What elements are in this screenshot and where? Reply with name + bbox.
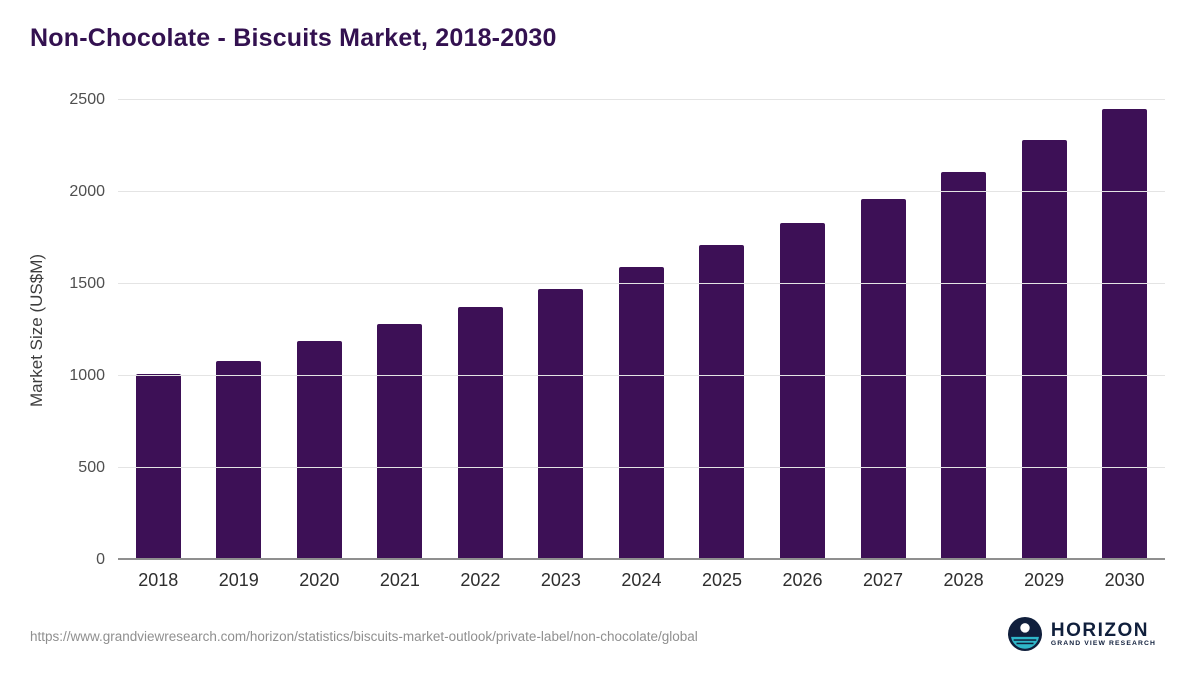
gridline [118, 467, 1165, 468]
bar-group-2024 [601, 100, 682, 560]
y-axis-tick-label: 500 [78, 459, 105, 476]
logo-subtitle: GRAND VIEW RESEARCH [1050, 640, 1156, 648]
bar-group-2022 [440, 100, 521, 560]
x-axis-line [118, 558, 1165, 560]
plot-area [118, 99, 1165, 560]
x-axis-tick-label: 2018 [138, 570, 179, 590]
y-axis-tick-label: 1500 [69, 275, 105, 292]
x-axis-tick-label: 2029 [1024, 570, 1065, 590]
y-axis-tick-label: 2000 [69, 183, 105, 200]
bar-2026[interactable] [780, 223, 826, 560]
bar-group-2021 [360, 100, 441, 560]
x-axis-tick-label: 2020 [299, 570, 340, 590]
bar-2027[interactable] [860, 199, 906, 560]
bar-2022[interactable] [457, 307, 503, 560]
bar-group-2027 [843, 100, 924, 560]
y-axis-ticks: 0 500 1000 1500 2000 2500 [0, 91, 105, 568]
bar-2025[interactable] [699, 245, 745, 560]
x-axis-tick-label: 2028 [943, 570, 984, 590]
y-axis-tick-label: 1000 [69, 367, 105, 384]
bar-series [118, 100, 1165, 560]
bar-2028[interactable] [941, 171, 987, 560]
x-axis-tick-label: 2024 [621, 570, 662, 590]
bar-group-2020 [279, 100, 360, 560]
horizon-logo: HORIZON GRAND VIEW RESEARCH [1007, 617, 1156, 651]
bar-2029[interactable] [1021, 140, 1067, 560]
gridline [118, 375, 1165, 376]
bar-2030[interactable] [1102, 109, 1148, 560]
x-axis-tick-label: 2026 [782, 570, 823, 590]
gridline [118, 191, 1165, 192]
bar-group-2025 [682, 100, 763, 560]
bar-group-2026 [762, 100, 843, 560]
x-axis-tick-label: 2023 [540, 570, 581, 590]
bar-2023[interactable] [538, 288, 584, 560]
x-axis-tick-label: 2025 [701, 570, 742, 590]
bar-group-2019 [199, 100, 280, 560]
gridline [118, 283, 1165, 284]
x-axis-tick-label: 2022 [460, 570, 501, 590]
bar-group-2023 [521, 100, 602, 560]
horizon-logo-text: HORIZON GRAND VIEW RESEARCH [1050, 619, 1156, 648]
x-axis-tick-label: 2030 [1104, 570, 1145, 590]
bar-2020[interactable] [296, 341, 342, 560]
bar-2024[interactable] [618, 267, 664, 560]
x-axis-tick-label: 2019 [218, 570, 259, 590]
bar-2019[interactable] [216, 361, 262, 560]
y-axis-tick-label: 0 [96, 551, 105, 568]
source-url: https://www.grandviewresearch.com/horizo… [30, 629, 698, 644]
bar-group-2029 [1004, 100, 1085, 560]
bar-group-2018 [118, 100, 199, 560]
y-axis-tick-label: 2500 [69, 91, 105, 108]
bar-2021[interactable] [377, 323, 423, 560]
horizon-logo-icon [1007, 617, 1042, 651]
x-axis-labels: 2018 2019 2020 2021 2022 2023 2024 2025 2026 2027… [118, 570, 1165, 591]
gridline [118, 99, 1165, 100]
logo-title: HORIZON [1050, 619, 1149, 641]
x-axis-tick-label: 2027 [863, 570, 904, 590]
x-axis-tick-label: 2021 [379, 570, 420, 590]
chart-title: Non-Chocolate - Biscuits Market, 2018-20… [30, 24, 557, 52]
bar-group-2028 [923, 100, 1004, 560]
bar-group-2030 [1084, 100, 1165, 560]
